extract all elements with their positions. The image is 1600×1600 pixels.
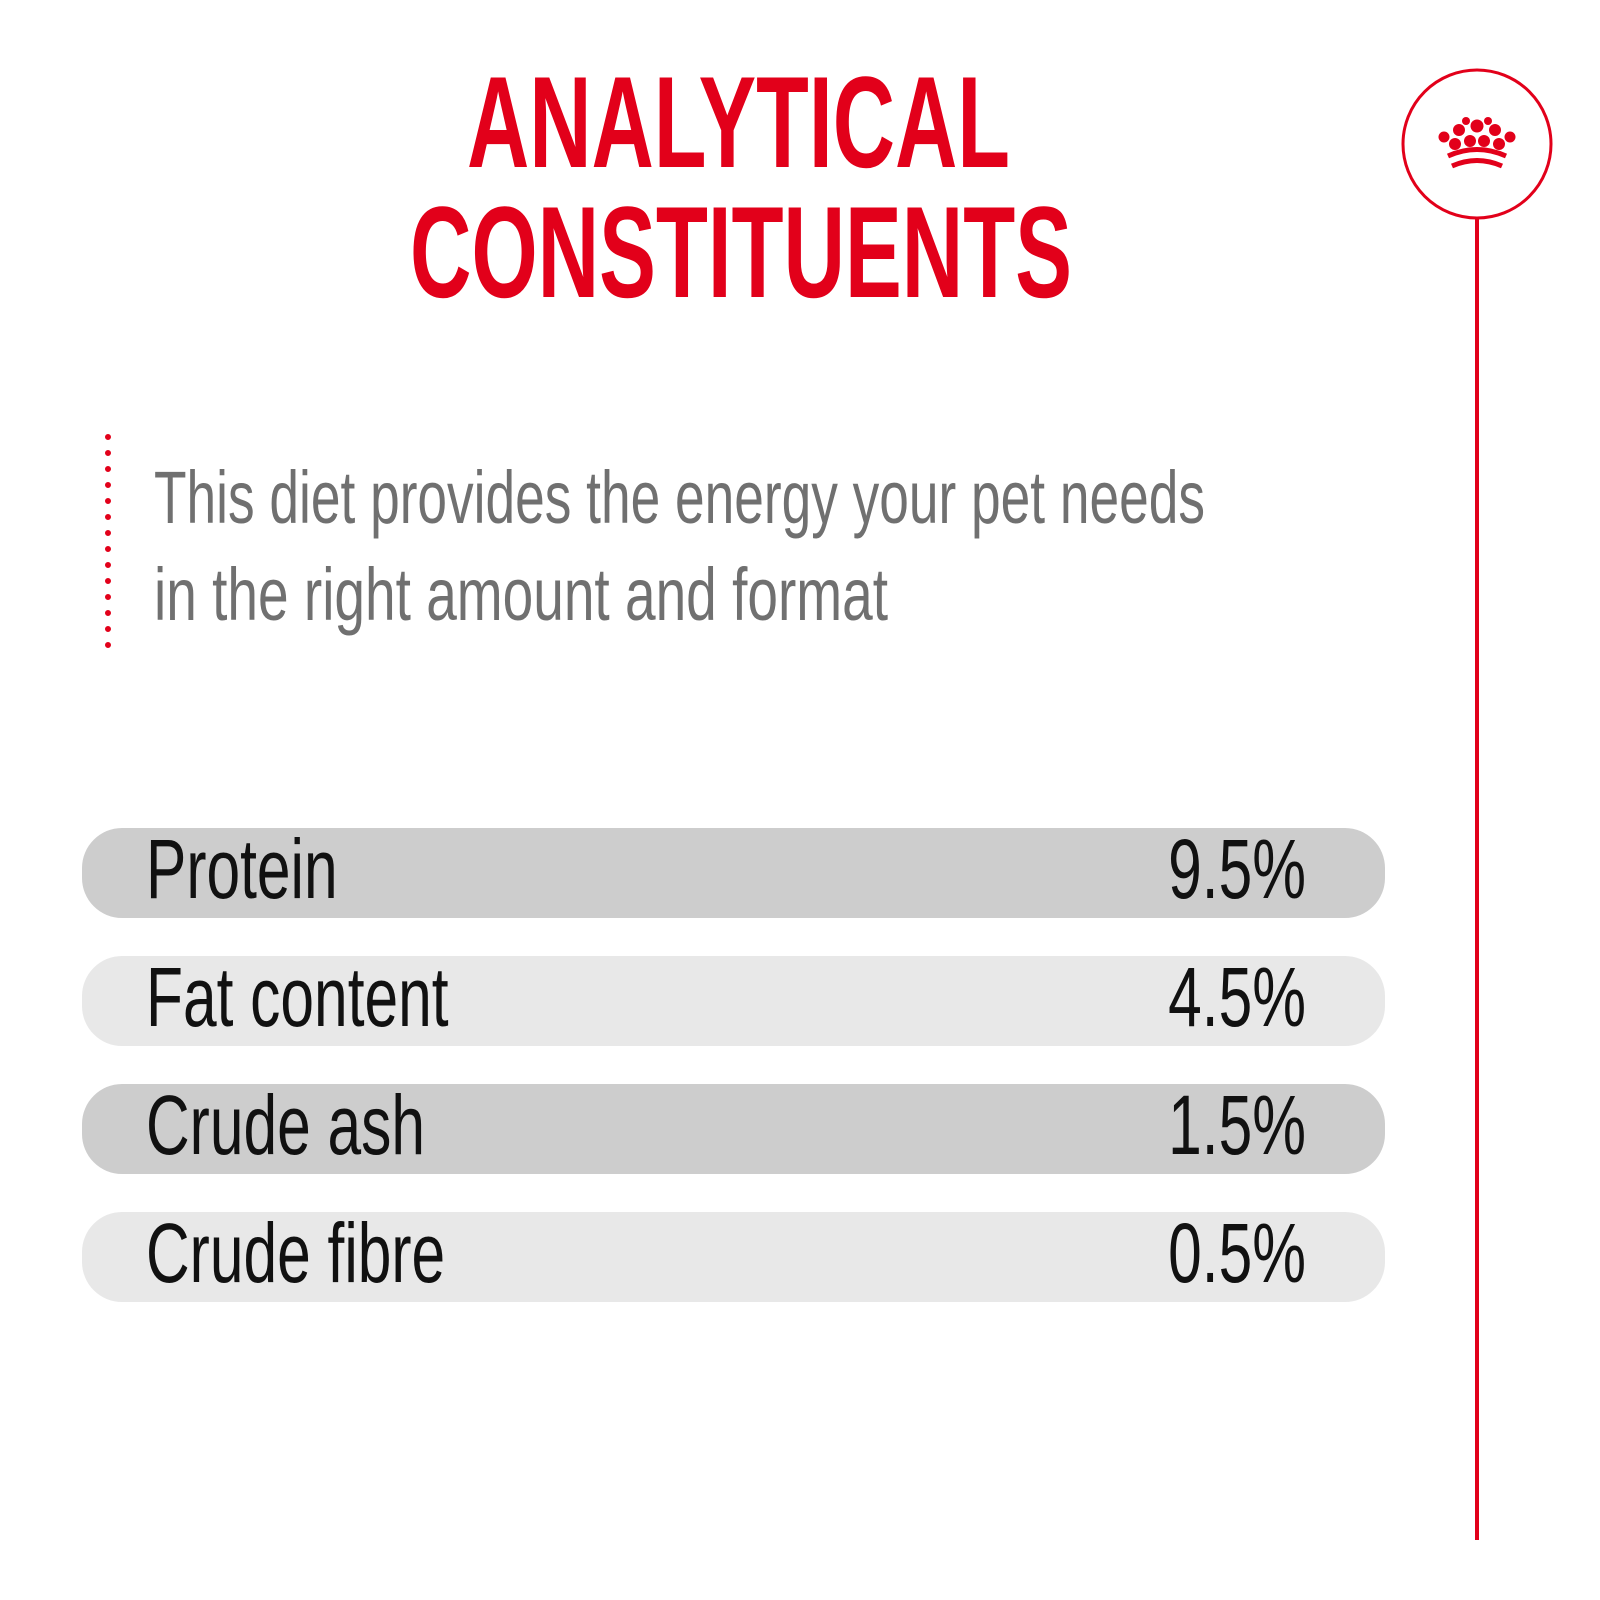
table-row — [82, 828, 1385, 918]
table-row — [82, 1084, 1385, 1174]
row-value: 9.5% — [1168, 822, 1306, 916]
description-line: This diet provides the energy your pet n… — [154, 456, 1205, 539]
table-row — [82, 1212, 1385, 1302]
table: Protein 9.5% Fat content 4.5% Crude ash 1.5% C… — [82, 822, 1385, 1302]
row-label: Crude ash — [146, 1078, 425, 1172]
row-label: Fat content — [146, 950, 449, 1044]
title-line: CONSTITUENTS — [410, 179, 1072, 325]
logo — [1401, 68, 1553, 1540]
row-label: Crude fibre — [146, 1206, 445, 1300]
row-label: Protein — [146, 822, 338, 916]
title-line: ANALYTICAL — [467, 49, 1010, 195]
row-value: 1.5% — [1168, 1078, 1306, 1172]
table-row — [82, 956, 1385, 1046]
row-value: 4.5% — [1168, 950, 1306, 1044]
description-line: in the right amount and format — [154, 553, 888, 636]
row-value: 0.5% — [1168, 1206, 1306, 1300]
